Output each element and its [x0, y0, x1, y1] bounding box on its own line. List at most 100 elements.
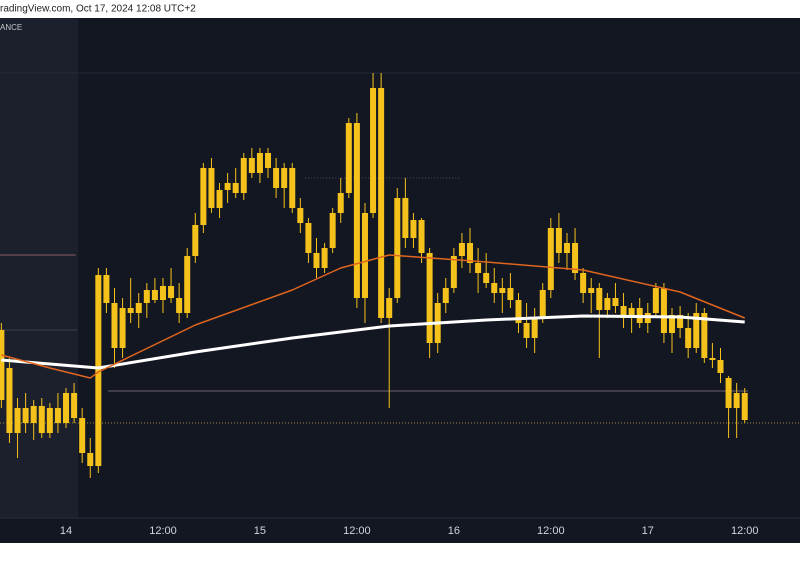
candle-body: [378, 88, 385, 318]
candle-body: [458, 243, 465, 256]
candle-body: [483, 273, 490, 283]
candle-body: [345, 123, 352, 193]
candle-body: [442, 288, 449, 303]
candle-body: [273, 168, 280, 188]
candle-body: [539, 290, 546, 318]
candle-body: [693, 313, 700, 348]
candle-body: [523, 323, 530, 338]
x-tick-label: 12:00: [731, 525, 759, 537]
candle-body: [531, 318, 538, 338]
candle-body: [604, 298, 611, 310]
candle-body: [547, 228, 554, 290]
candle-body: [418, 220, 425, 253]
session-shade: [0, 18, 78, 518]
candle-body: [111, 303, 118, 348]
candle-body: [216, 190, 223, 208]
candle-body: [660, 288, 667, 333]
candle-body: [329, 213, 336, 248]
candle-body: [580, 273, 587, 293]
candle-body: [79, 418, 86, 453]
candle-body: [669, 315, 676, 333]
candle-body: [709, 358, 716, 360]
candle-body: [87, 453, 94, 466]
candle-body: [652, 288, 659, 313]
candle-body: [402, 198, 409, 238]
candle-body: [563, 243, 570, 253]
candle-body: [119, 308, 126, 348]
candle-body: [232, 183, 239, 193]
candle-body: [38, 406, 45, 433]
candle-body: [289, 168, 296, 208]
candle-body: [741, 393, 748, 420]
candle-body: [507, 288, 514, 300]
x-tick-label: 12:00: [537, 525, 565, 537]
candle-body: [297, 208, 304, 223]
candle-body: [475, 263, 482, 273]
candle-body: [499, 288, 506, 293]
candle-body: [717, 360, 724, 373]
candle-body: [71, 393, 78, 418]
x-tick-label: 15: [254, 525, 266, 537]
candle-body: [151, 290, 158, 300]
candle-body: [555, 228, 562, 253]
x-tick-label: 12:00: [149, 525, 177, 537]
candle-body: [596, 288, 603, 310]
plot: 14 12:00 15 12:00 16 12:00 17 12:00: [0, 72, 800, 537]
candle-body: [281, 168, 288, 188]
candle-body: [467, 243, 474, 263]
header-text: radingView.com, Oct 17, 2024 12:08 UTC+2: [0, 4, 196, 15]
candle-body: [265, 153, 272, 168]
candle-body: [240, 158, 247, 193]
candle-body: [248, 158, 255, 173]
candle-body: [54, 408, 61, 423]
candle-body: [394, 198, 401, 298]
candle-body: [370, 88, 377, 213]
candle-body: [135, 303, 142, 313]
candle-body: [208, 168, 215, 208]
candle-body: [159, 286, 166, 300]
candle-body: [572, 243, 579, 273]
candle-body: [677, 315, 684, 328]
candle-body: [450, 256, 457, 288]
candle-body: [515, 300, 522, 323]
candle-body: [192, 225, 199, 256]
candle-body: [95, 275, 102, 466]
candle-body: [143, 290, 150, 303]
candle-body: [620, 306, 627, 318]
x-tick-label: 12:00: [343, 525, 371, 537]
candle-body: [6, 368, 13, 433]
candle-body: [313, 253, 320, 268]
x-tick-label: 17: [642, 525, 654, 537]
x-tick-label: 16: [448, 525, 460, 537]
candle-body: [63, 393, 70, 423]
candle-body: [0, 330, 5, 400]
candle-body: [628, 308, 635, 318]
candle-body: [588, 288, 595, 293]
x-tick-label: 14: [60, 525, 72, 537]
candle-body: [30, 406, 37, 423]
candle-body: [22, 408, 29, 423]
candle-body: [168, 286, 175, 298]
candle-body: [256, 153, 263, 173]
source-label: ANCE: [0, 23, 22, 32]
candle-body: [103, 275, 110, 303]
candle-body: [733, 393, 740, 408]
candle-body: [353, 123, 360, 298]
candle-body: [725, 378, 732, 408]
candle-body: [361, 213, 368, 298]
moving-average: [1, 254, 745, 379]
candle-body: [184, 256, 191, 313]
candle-body: [127, 308, 134, 313]
candle-body: [386, 298, 393, 318]
candle-body: [176, 298, 183, 313]
candle-body: [14, 408, 21, 433]
candle-body: [224, 183, 231, 190]
candle-body: [491, 283, 498, 293]
candle-body: [46, 408, 53, 433]
candle-body: [426, 253, 433, 343]
candle-body: [337, 193, 344, 213]
candle-body: [321, 248, 328, 268]
candle-body: [410, 220, 417, 238]
candle-body: [701, 313, 708, 358]
